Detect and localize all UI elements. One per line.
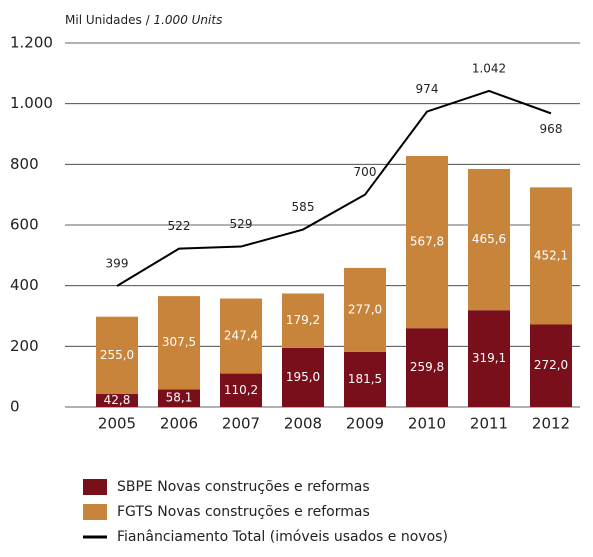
line-value-label: 585 [292, 200, 315, 214]
bar-value-label: 181,5 [348, 372, 382, 386]
y-axis-label-italic: 1.000 Units [153, 13, 222, 27]
bar-segment [344, 267, 386, 352]
bar-value-label: 452,1 [534, 248, 568, 262]
legend-label: Fianânciamento Total (imóveis usados e n… [117, 529, 448, 545]
bar-value-label: 42,8 [104, 393, 131, 407]
bar-value-label: 255,0 [100, 348, 134, 362]
y-tick-label: 200 [10, 337, 39, 355]
bar-segment [406, 328, 448, 407]
bar-segment [344, 351, 386, 407]
y-tick-label: 800 [10, 155, 39, 173]
line-value-label: 700 [354, 165, 377, 179]
bar-value-label: 195,0 [286, 370, 320, 384]
legend-swatch [83, 479, 107, 495]
bar-value-label: 179,2 [286, 313, 320, 327]
legend-label: FGTS Novas construções e reformas [117, 504, 370, 520]
y-tick-label: 600 [10, 216, 39, 234]
line-value-label: 968 [540, 122, 563, 136]
bar-value-label: 259,8 [410, 360, 444, 374]
bar-segment [158, 296, 200, 390]
bar-value-label: 465,6 [472, 232, 506, 246]
bar-value-label: 319,1 [472, 351, 506, 365]
bar-value-label: 247,4 [224, 329, 258, 343]
y-tick-label: 1.000 [10, 94, 53, 112]
bar-segment [220, 298, 262, 374]
bar-value-label: 307,5 [162, 335, 196, 349]
bar-segment [282, 293, 324, 348]
bar-segment [530, 187, 572, 325]
x-tick-label: 2008 [284, 415, 322, 433]
x-tick-label: 2007 [222, 415, 260, 433]
y-axis-label: Mil Unidades / 1.000 Units [65, 13, 222, 27]
line-value-label: 399 [106, 256, 129, 270]
x-tick-label: 2010 [408, 415, 446, 433]
bar-value-label: 567,8 [410, 235, 444, 249]
y-tick-label: 1.200 [10, 34, 53, 52]
x-tick-label: 2011 [470, 415, 508, 433]
bar-segment [220, 373, 262, 407]
legend-swatch [83, 504, 107, 520]
bar-segment [158, 389, 200, 407]
x-tick-label: 2006 [160, 415, 198, 433]
y-tick-label: 400 [10, 276, 39, 294]
bar-segment [530, 324, 572, 407]
bar-segment [468, 310, 510, 407]
x-tick-label: 2012 [532, 415, 570, 433]
line-value-label: 1.042 [472, 61, 506, 75]
bar-segment [468, 168, 510, 311]
x-tick-label: 2009 [346, 415, 384, 433]
line-value-label: 529 [230, 217, 253, 231]
bar-segment [282, 347, 324, 407]
total-line [116, 89, 552, 287]
x-tick-label: 2005 [98, 415, 136, 433]
line-value-label: 522 [168, 219, 191, 233]
bar-value-label: 272,0 [534, 358, 568, 372]
bar-value-label: 58,1 [166, 391, 193, 405]
legend-label: SBPE Novas construções e reformas [117, 479, 370, 495]
bar-segment [96, 316, 138, 395]
bar-segment [96, 394, 138, 407]
bar-value-label: 110,2 [224, 383, 258, 397]
y-axis-label-main: Mil Unidades / [65, 13, 151, 27]
y-tick-label: 0 [10, 398, 20, 416]
line-value-label: 974 [416, 82, 439, 96]
bar-segment [406, 155, 448, 329]
bar-value-label: 277,0 [348, 302, 382, 316]
